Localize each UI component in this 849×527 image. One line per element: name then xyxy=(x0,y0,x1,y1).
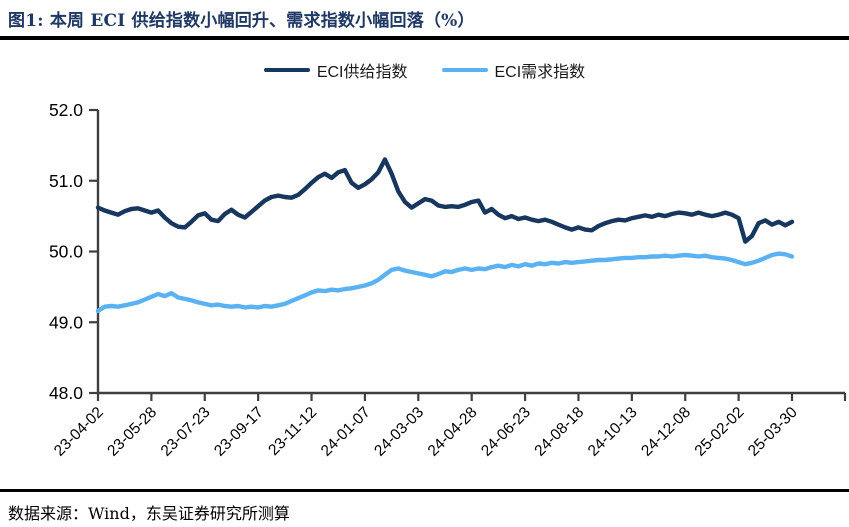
x-axis-tick-label: 23-04-02 xyxy=(51,404,107,460)
legend-item-demand: ECI需求指数 xyxy=(441,58,586,82)
x-axis-tick-label: 24-06-23 xyxy=(478,404,534,460)
x-axis-tick-label: 23-05-28 xyxy=(104,404,160,460)
legend-label-demand: ECI需求指数 xyxy=(494,64,586,81)
title-divider xyxy=(0,36,849,40)
x-axis-tick-label: 24-12-08 xyxy=(638,404,694,460)
y-axis-tick-label: 52.0 xyxy=(49,100,83,120)
axis-lines xyxy=(96,110,845,395)
y-axis-tick-label: 50.0 xyxy=(49,242,83,262)
x-axis-tick-label: 23-11-12 xyxy=(265,404,320,459)
figure-title: 图1: 本周 ECI 供给指数小幅回升、需求指数小幅回落（%） xyxy=(8,11,475,31)
x-axis-tick-label: 24-01-07 xyxy=(318,404,374,460)
x-axis-tick-label: 24-10-13 xyxy=(585,404,641,460)
eci-line-chart: 52.051.050.049.048.023-04-0223-05-2823-0… xyxy=(49,100,847,460)
x-axis-tick-label: 24-03-03 xyxy=(371,404,427,460)
x-axis-tick-label: 25-03-30 xyxy=(745,404,801,460)
x-axis-tick-label: 24-08-18 xyxy=(531,404,587,460)
demand-index-line xyxy=(95,251,795,314)
y-axis-tick-label: 51.0 xyxy=(49,171,83,191)
demand-line-swatch xyxy=(441,68,488,72)
y-axis-tick-label: 49.0 xyxy=(49,312,83,332)
x-axis-tick-label: 25-02-02 xyxy=(692,404,748,460)
x-axis-tick-label: 23-07-23 xyxy=(158,404,214,460)
supply-index-line xyxy=(95,157,795,244)
y-axis-tick-label: 48.0 xyxy=(49,383,83,403)
supply-line-swatch xyxy=(263,68,310,72)
x-axis-tick-label: 24-04-28 xyxy=(425,404,481,460)
legend-label-supply: ECI供给指数 xyxy=(316,64,408,81)
footer-divider xyxy=(0,489,849,492)
legend-item-supply: ECI供给指数 xyxy=(263,58,408,82)
chart-legend: ECI供给指数 ECI需求指数 xyxy=(0,58,849,82)
data-source-note: 数据来源：Wind，东吴证券研究所测算 xyxy=(8,504,290,523)
x-axis-tick-label: 23-09-17 xyxy=(211,404,267,460)
